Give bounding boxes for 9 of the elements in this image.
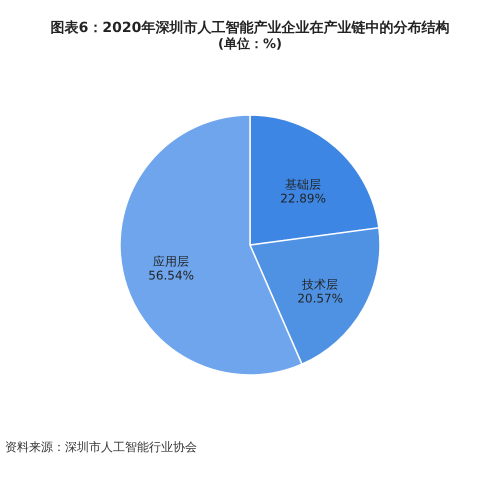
slice-label: 基础层 <box>285 177 322 192</box>
slice-label: 技术层 <box>301 278 338 292</box>
text: 资料来源：深圳市人工智能行业协会 <box>5 440 197 454</box>
slice-label: 应用层 <box>153 254 190 268</box>
data-label: 20.57% <box>297 292 344 306</box>
data-label: 56.54% <box>148 268 194 282</box>
chart-title: 图表6：2020年深圳市人工智能产业企业在产业链中的分布结构 <box>50 19 450 36</box>
chart-subtitle: (单位：%) <box>218 36 282 52</box>
data-label: 22.89% <box>280 191 326 206</box>
